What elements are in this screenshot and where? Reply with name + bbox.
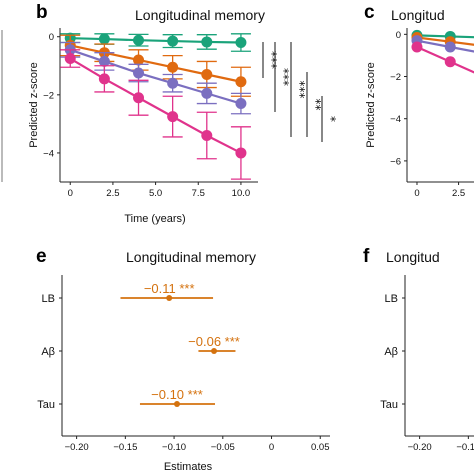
panel-e: e Longitudinal memory Estimates LB Aβ Tau −… bbox=[36, 246, 330, 473]
panel-e-xlabel: Estimates bbox=[164, 461, 213, 473]
category-label: Aβ bbox=[41, 346, 55, 358]
category-label: LB bbox=[42, 293, 55, 305]
estimate-row: −0.11 *** bbox=[120, 281, 214, 301]
data-point bbox=[235, 147, 247, 159]
data-point bbox=[167, 61, 179, 73]
data-point bbox=[167, 111, 179, 123]
x-tick-label: −0.20 bbox=[65, 442, 89, 453]
y-tick-label: −4 bbox=[390, 114, 401, 125]
series-3 bbox=[411, 41, 474, 74]
series-2 bbox=[60, 41, 251, 115]
panel-f-letter: f bbox=[363, 246, 370, 267]
series-line bbox=[69, 48, 242, 105]
category-label: LB bbox=[385, 293, 398, 305]
x-tick-label: 0 bbox=[414, 188, 419, 199]
panel-c-title: Longitud bbox=[391, 7, 445, 23]
data-point bbox=[64, 53, 76, 65]
x-tick-label: 0.05 bbox=[311, 442, 330, 453]
estimate-row: −0.06 *** bbox=[188, 334, 240, 354]
significance-stars: *** bbox=[277, 68, 291, 86]
series-3 bbox=[60, 49, 251, 180]
estimate-label: −0.10 *** bbox=[151, 387, 203, 402]
panel-b: b Longitudinal memory Predicted z-score … bbox=[28, 2, 338, 225]
data-point bbox=[201, 87, 213, 99]
y-tick-label: −2 bbox=[43, 90, 54, 101]
x-tick-label: 0 bbox=[68, 188, 73, 199]
estimate-point bbox=[166, 295, 173, 301]
series-line bbox=[70, 37, 241, 44]
significance-stars: ** bbox=[309, 99, 323, 111]
panel-b-ylabel: Predicted z-score bbox=[28, 62, 40, 148]
x-tick-label: 5.0 bbox=[149, 188, 162, 199]
x-tick-label: −0.15 bbox=[456, 442, 474, 453]
estimate-label: −0.06 *** bbox=[188, 334, 240, 349]
panel-b-letter: b bbox=[36, 2, 48, 23]
series-1 bbox=[60, 34, 251, 97]
x-tick-label: −0.05 bbox=[211, 442, 235, 453]
estimate-row: −0.10 *** bbox=[139, 387, 216, 407]
panel-e-title: Longitudinal memory bbox=[126, 249, 256, 265]
x-tick-label: −0.10 bbox=[162, 442, 186, 453]
x-tick-label: 0 bbox=[269, 442, 274, 453]
panel-c: c Longitud Predicted z-score 0 −2 −4 −6 0 2.5 bbox=[364, 2, 474, 199]
x-tick-label: −0.20 bbox=[408, 442, 432, 453]
data-point bbox=[444, 41, 456, 53]
x-tick-label: 2.5 bbox=[106, 188, 119, 199]
panel-f-title: Longitud bbox=[386, 249, 440, 265]
significance-brackets: ************ bbox=[262, 42, 338, 142]
series-line bbox=[69, 57, 242, 154]
data-point bbox=[444, 56, 456, 68]
x-tick-label: 2.5 bbox=[452, 188, 465, 199]
category-label: Tau bbox=[37, 399, 55, 411]
x-tick-label: 7.5 bbox=[192, 188, 205, 199]
data-point bbox=[167, 77, 179, 89]
panel-c-letter: c bbox=[364, 2, 375, 23]
panel-b-xlabel: Time (years) bbox=[124, 213, 185, 225]
data-point bbox=[235, 76, 247, 88]
estimate-point bbox=[173, 401, 180, 407]
data-point bbox=[98, 73, 110, 85]
estimate-point bbox=[211, 348, 218, 354]
y-tick-label: 0 bbox=[396, 30, 401, 41]
data-point bbox=[201, 68, 213, 80]
data-point bbox=[235, 37, 247, 49]
estimate-label: −0.11 *** bbox=[144, 281, 195, 296]
category-label: Tau bbox=[380, 399, 398, 411]
data-point bbox=[201, 36, 213, 48]
x-tick-label: 10.0 bbox=[232, 188, 251, 199]
data-point bbox=[235, 98, 247, 110]
data-point bbox=[133, 67, 145, 79]
panel-b-title: Longitudinal memory bbox=[135, 7, 265, 23]
series-line bbox=[70, 44, 242, 83]
panel-c-ylabel: Predicted z-score bbox=[365, 62, 377, 148]
data-point bbox=[133, 34, 145, 46]
y-tick-label: 0 bbox=[49, 32, 54, 43]
data-point bbox=[201, 130, 213, 142]
significance-stars: * bbox=[324, 116, 338, 122]
x-tick-label: −0.15 bbox=[113, 442, 137, 453]
panel-e-letter: e bbox=[36, 246, 47, 267]
y-tick-label: −6 bbox=[390, 156, 401, 167]
category-label: Aβ bbox=[384, 346, 398, 358]
data-point bbox=[411, 41, 423, 53]
data-point bbox=[98, 55, 110, 67]
data-point bbox=[133, 92, 145, 104]
data-point bbox=[133, 54, 145, 66]
significance-stars: *** bbox=[265, 51, 279, 69]
y-tick-label: −4 bbox=[43, 148, 54, 159]
y-tick-label: −2 bbox=[390, 72, 401, 83]
significance-stars: *** bbox=[293, 81, 307, 99]
data-point bbox=[98, 33, 110, 45]
data-point bbox=[167, 35, 179, 47]
